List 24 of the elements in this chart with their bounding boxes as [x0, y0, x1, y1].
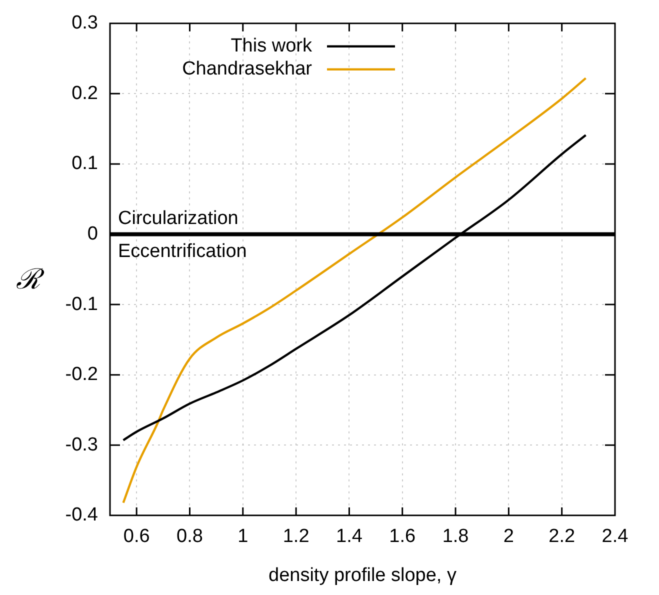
annotation: Circularization [118, 208, 238, 229]
legend-label: This work [230, 36, 312, 57]
x-tick-label: 1.8 [442, 526, 469, 548]
x-tick-label: 2 [503, 526, 514, 548]
y-tick-label: 0.2 [72, 82, 98, 104]
x-tick-label: 0.8 [176, 526, 203, 548]
annotation: Eccentrification [118, 240, 247, 262]
x-tick-label: 1 [238, 526, 248, 548]
legend-label: Chandrasekhar [182, 58, 313, 80]
x-tick-label: 1.6 [389, 526, 416, 548]
y-tick-label: -0.2 [65, 364, 98, 386]
x-tick-label: 1.4 [336, 526, 363, 548]
y-tick-label: -0.4 [65, 504, 98, 526]
x-tick-label: 0.6 [123, 526, 150, 548]
x-tick-label: 2.4 [602, 526, 629, 548]
x-axis-title: density profile slope, γ [268, 564, 457, 586]
x-tick-label: 2.2 [548, 526, 576, 548]
y-tick-label: 0.3 [72, 12, 98, 34]
y-tick-label: 0.1 [72, 153, 98, 174]
y-tick-label: -0.1 [65, 294, 98, 315]
y-tick-label: -0.3 [65, 434, 98, 456]
y-tick-label: 0 [87, 223, 98, 244]
x-tick-label: 1.2 [282, 526, 310, 548]
y-axis-title: ℛ [16, 262, 45, 296]
